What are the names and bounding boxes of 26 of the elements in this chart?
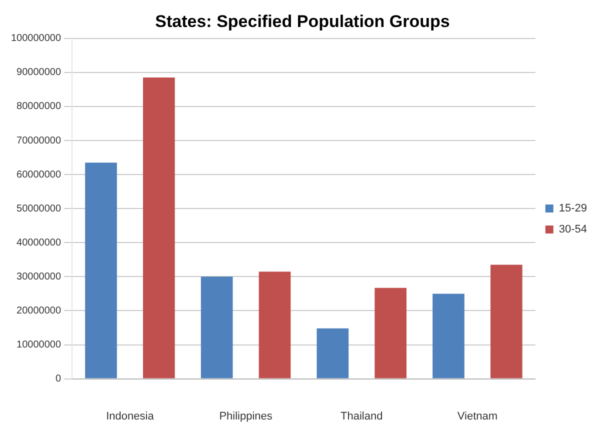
y-tick-label: 80000000: [16, 101, 62, 112]
bar: [258, 272, 291, 378]
bar: [432, 294, 464, 378]
chart-title: States: Specified Population Groups: [155, 12, 450, 31]
y-tick-label: 20000000: [16, 305, 62, 316]
legend-label: 15-29: [558, 202, 588, 215]
bar: [200, 276, 233, 378]
y-tick-label: 60000000: [16, 169, 62, 180]
x-tick-label: Thailand: [340, 410, 383, 422]
y-tick-label: 0: [55, 374, 62, 385]
y-tick-label: 100000000: [10, 33, 62, 44]
y-tick-label: 70000000: [16, 135, 62, 146]
y-tick-label: 10000000: [16, 340, 62, 351]
y-tick-label: 30000000: [16, 271, 62, 282]
bar: [374, 288, 407, 378]
bar: [143, 78, 175, 378]
x-tick-label: Vietnam: [457, 410, 498, 422]
x-tick-label: Philippines: [219, 410, 273, 422]
bar: [85, 162, 117, 378]
bar: [490, 264, 522, 378]
bar: [316, 328, 349, 378]
x-tick-label: Indonesia: [106, 410, 155, 422]
y-tick-label: 90000000: [16, 67, 62, 78]
y-tick-label: 50000000: [16, 203, 62, 214]
y-tick-label: 40000000: [16, 237, 62, 248]
legend-label: 30-54: [558, 224, 588, 236]
